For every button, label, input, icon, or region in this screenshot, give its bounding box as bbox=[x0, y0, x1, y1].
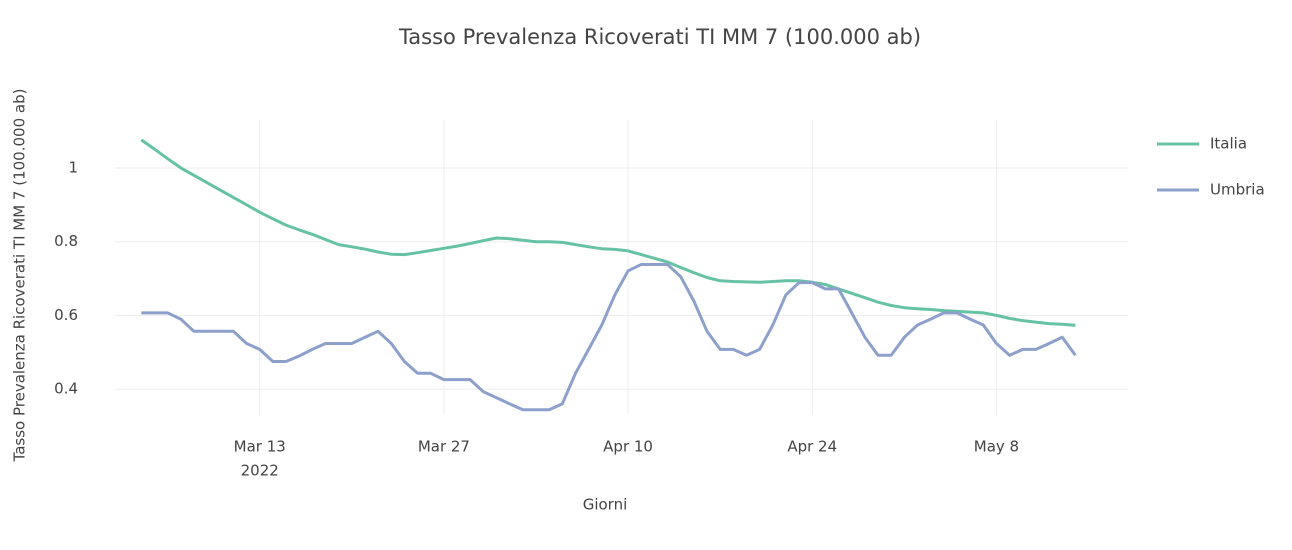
series-line bbox=[141, 263, 1077, 412]
x-axis-title: Giorni bbox=[583, 496, 628, 514]
x-tick-label: Mar 27 bbox=[418, 438, 470, 456]
legend-label: Italia bbox=[1210, 135, 1247, 153]
series-line bbox=[140, 138, 1076, 327]
y-tick-label: 0.6 bbox=[54, 306, 78, 324]
y-tick-label: 0.8 bbox=[54, 232, 78, 250]
x-tick-label: May 8 bbox=[974, 438, 1019, 456]
y-tick-label: 0.4 bbox=[54, 380, 78, 398]
x-tick-label: Apr 10 bbox=[603, 438, 653, 456]
legend-label: Umbria bbox=[1210, 181, 1265, 199]
y-axis-title: Tasso Prevalenza Ricoverati TI MM 7 (100… bbox=[11, 89, 29, 463]
y-tick-label: 1 bbox=[68, 158, 78, 176]
x-tick-label: Mar 13 bbox=[234, 438, 286, 456]
chart-title: Tasso Prevalenza Ricoverati TI MM 7 (100… bbox=[398, 25, 921, 49]
x-tick-sublabel: 2022 bbox=[241, 462, 279, 480]
x-tick-label: Apr 24 bbox=[787, 438, 837, 456]
